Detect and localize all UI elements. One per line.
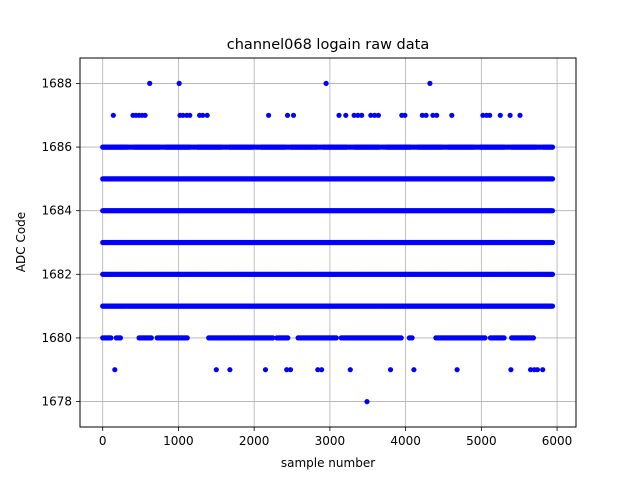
axis-ticks: 0 1000 2000 3000 4000 5000 6000 1678 1680 1682 168… xyxy=(41,76,572,448)
data-point xyxy=(368,112,374,118)
data-point xyxy=(449,112,455,118)
x-tick-label: 3000 xyxy=(315,434,346,448)
data-point xyxy=(398,335,404,341)
data-point xyxy=(507,112,513,118)
data-point xyxy=(176,80,182,86)
data-point xyxy=(501,335,507,341)
data-point xyxy=(430,112,436,118)
data-point xyxy=(364,399,370,405)
x-tick-label: 6000 xyxy=(542,434,573,448)
x-tick-label: 0 xyxy=(99,434,107,448)
data-point xyxy=(549,176,556,182)
data-point xyxy=(117,335,123,341)
data-point xyxy=(359,112,365,118)
plot-area-frame xyxy=(79,57,577,428)
data-point xyxy=(402,112,408,118)
y-tick-label: 1680 xyxy=(41,331,72,345)
data-point xyxy=(266,112,272,118)
data-point xyxy=(147,80,153,86)
y-tick-label: 1684 xyxy=(41,204,72,218)
y-tick-label: 1682 xyxy=(41,267,72,281)
data-point xyxy=(530,335,537,341)
data-point xyxy=(549,144,556,150)
scatter-points xyxy=(100,80,556,405)
y-tick-label: 1688 xyxy=(41,76,72,90)
data-point xyxy=(517,112,523,118)
data-point xyxy=(270,335,276,341)
chart-title: channel068 logain raw data xyxy=(227,37,429,53)
data-point xyxy=(549,303,556,309)
data-point xyxy=(411,367,417,373)
data-point xyxy=(315,367,321,373)
data-point xyxy=(323,80,329,86)
data-point xyxy=(423,112,429,118)
data-point xyxy=(184,335,190,341)
y-tick-label: 1678 xyxy=(41,395,72,409)
data-point xyxy=(347,367,353,373)
x-axis-label: sample number xyxy=(281,456,375,470)
data-point xyxy=(287,367,294,373)
data-point xyxy=(284,367,290,373)
data-point xyxy=(290,112,297,118)
data-point xyxy=(549,271,556,277)
data-point xyxy=(213,367,219,373)
data-point xyxy=(333,335,339,341)
data-point xyxy=(454,367,460,373)
x-tick-label: 2000 xyxy=(239,434,270,448)
data-point xyxy=(180,112,186,118)
data-point xyxy=(284,112,291,118)
data-point xyxy=(508,367,514,373)
data-point xyxy=(204,112,210,118)
data-point xyxy=(142,112,148,118)
data-point xyxy=(355,112,361,118)
data-point xyxy=(387,367,394,373)
data-point xyxy=(497,112,503,118)
data-point xyxy=(540,367,546,373)
data-point xyxy=(534,367,541,373)
data-point xyxy=(419,112,425,118)
data-point xyxy=(434,112,440,118)
data-point xyxy=(549,239,556,246)
data-point xyxy=(285,335,291,341)
data-point xyxy=(549,208,556,214)
data-point xyxy=(487,112,493,118)
data-point xyxy=(108,335,114,341)
y-tick-label: 1686 xyxy=(41,140,72,154)
data-point xyxy=(148,335,154,341)
data-point xyxy=(336,112,342,118)
data-point xyxy=(319,367,325,373)
x-tick-label: 4000 xyxy=(390,434,421,448)
data-point xyxy=(480,112,486,118)
data-point xyxy=(375,112,381,118)
data-point xyxy=(372,112,378,118)
data-point xyxy=(482,335,488,341)
data-point xyxy=(528,367,534,373)
data-point xyxy=(187,112,193,118)
data-point xyxy=(112,367,118,373)
data-point xyxy=(110,112,116,118)
data-point xyxy=(200,112,206,118)
data-point xyxy=(427,80,433,86)
x-tick-label: 1000 xyxy=(163,434,194,448)
data-point xyxy=(343,112,349,118)
data-point xyxy=(409,335,415,341)
data-point xyxy=(262,367,269,373)
data-point xyxy=(227,367,233,373)
x-tick-label: 5000 xyxy=(466,434,497,448)
y-axis-label: ADC Code xyxy=(14,212,28,272)
data-point xyxy=(351,112,357,118)
